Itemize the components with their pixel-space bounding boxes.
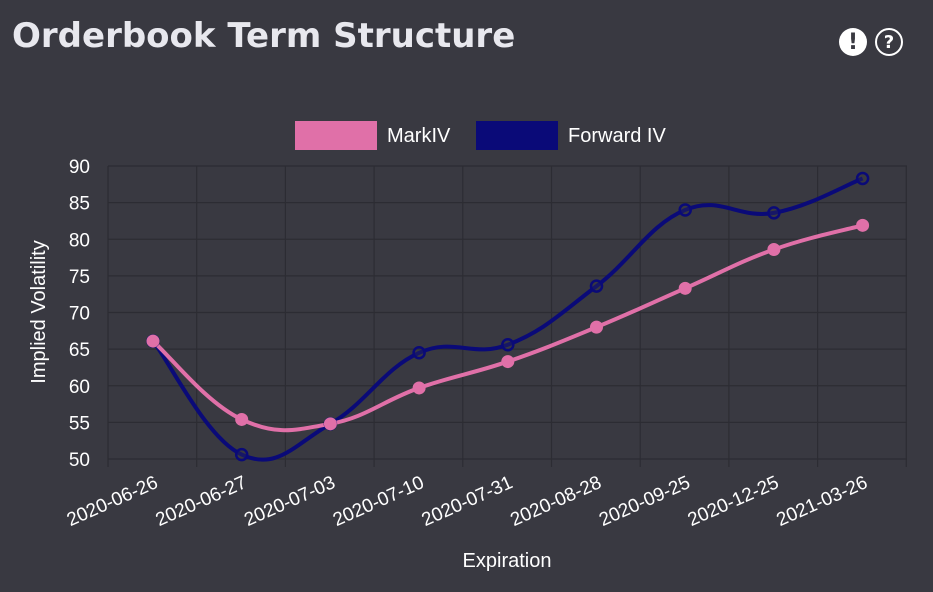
y-tick-label: 60 (69, 377, 90, 398)
y-tick-label: 50 (69, 450, 90, 471)
data-point-forward-iv[interactable] (855, 171, 870, 186)
header-icons: ! ? (839, 28, 903, 56)
x-axis-ticks: 2020-06-262020-06-272020-07-032020-07-10… (64, 472, 871, 531)
data-point-forward-iv[interactable] (767, 206, 781, 220)
data-point-markiv[interactable] (323, 417, 337, 431)
series-lines (151, 176, 864, 462)
x-tick-label: 2020-09-25 (596, 472, 693, 531)
legend-swatch[interactable] (295, 121, 377, 150)
data-point-forward-iv[interactable] (412, 346, 426, 360)
data-point-markiv[interactable] (412, 381, 426, 395)
y-axis-label: Implied Volatility (28, 240, 50, 383)
y-tick-label: 55 (69, 413, 90, 434)
x-tick-label: 2020-08-28 (507, 472, 604, 531)
chart-grid (107, 165, 907, 467)
y-tick-label: 65 (69, 340, 90, 361)
series-line-forward-iv (151, 176, 864, 462)
x-tick-label: 2020-07-10 (330, 472, 427, 531)
legend-label[interactable]: Forward IV (568, 125, 666, 147)
x-tick-label: 2020-07-03 (241, 472, 338, 531)
y-tick-label: 70 (69, 304, 90, 325)
data-point-forward-iv[interactable] (234, 447, 249, 462)
x-tick-label: 2021-03-26 (773, 472, 870, 531)
x-tick-label: 2020-07-31 (419, 472, 516, 531)
data-point-markiv[interactable] (501, 355, 515, 369)
data-point-forward-iv[interactable] (589, 279, 604, 293)
data-point-markiv[interactable] (678, 281, 692, 295)
legend-swatch[interactable] (476, 121, 558, 150)
series-points (146, 171, 870, 462)
x-tick-label: 2020-06-27 (153, 472, 250, 531)
legend-label[interactable]: MarkIV (387, 125, 451, 147)
chart-legend: MarkIV Forward IV (295, 121, 666, 150)
data-point-markiv[interactable] (856, 218, 870, 232)
y-tick-label: 90 (69, 157, 90, 178)
data-point-markiv[interactable] (590, 320, 603, 334)
data-point-markiv[interactable] (146, 334, 160, 348)
y-axis-ticks: 50 55 60 65 70 75 80 85 90 (69, 157, 90, 471)
exclamation-icon[interactable]: ! (839, 28, 867, 56)
x-tick-label: 2020-12-25 (685, 472, 782, 531)
y-tick-label: 80 (69, 230, 90, 251)
y-tick-label: 85 (69, 194, 90, 215)
series-line-markiv (151, 223, 864, 433)
y-tick-label: 75 (69, 267, 90, 288)
question-icon[interactable]: ? (875, 28, 903, 56)
data-point-forward-iv[interactable] (678, 203, 692, 217)
data-point-markiv[interactable] (767, 243, 781, 257)
x-tick-label: 2020-06-26 (64, 472, 161, 531)
data-point-forward-iv[interactable] (501, 337, 515, 352)
x-axis-label: Expiration (463, 550, 552, 572)
data-point-markiv[interactable] (235, 412, 249, 426)
page-title: Orderbook Term Structure (12, 16, 516, 56)
